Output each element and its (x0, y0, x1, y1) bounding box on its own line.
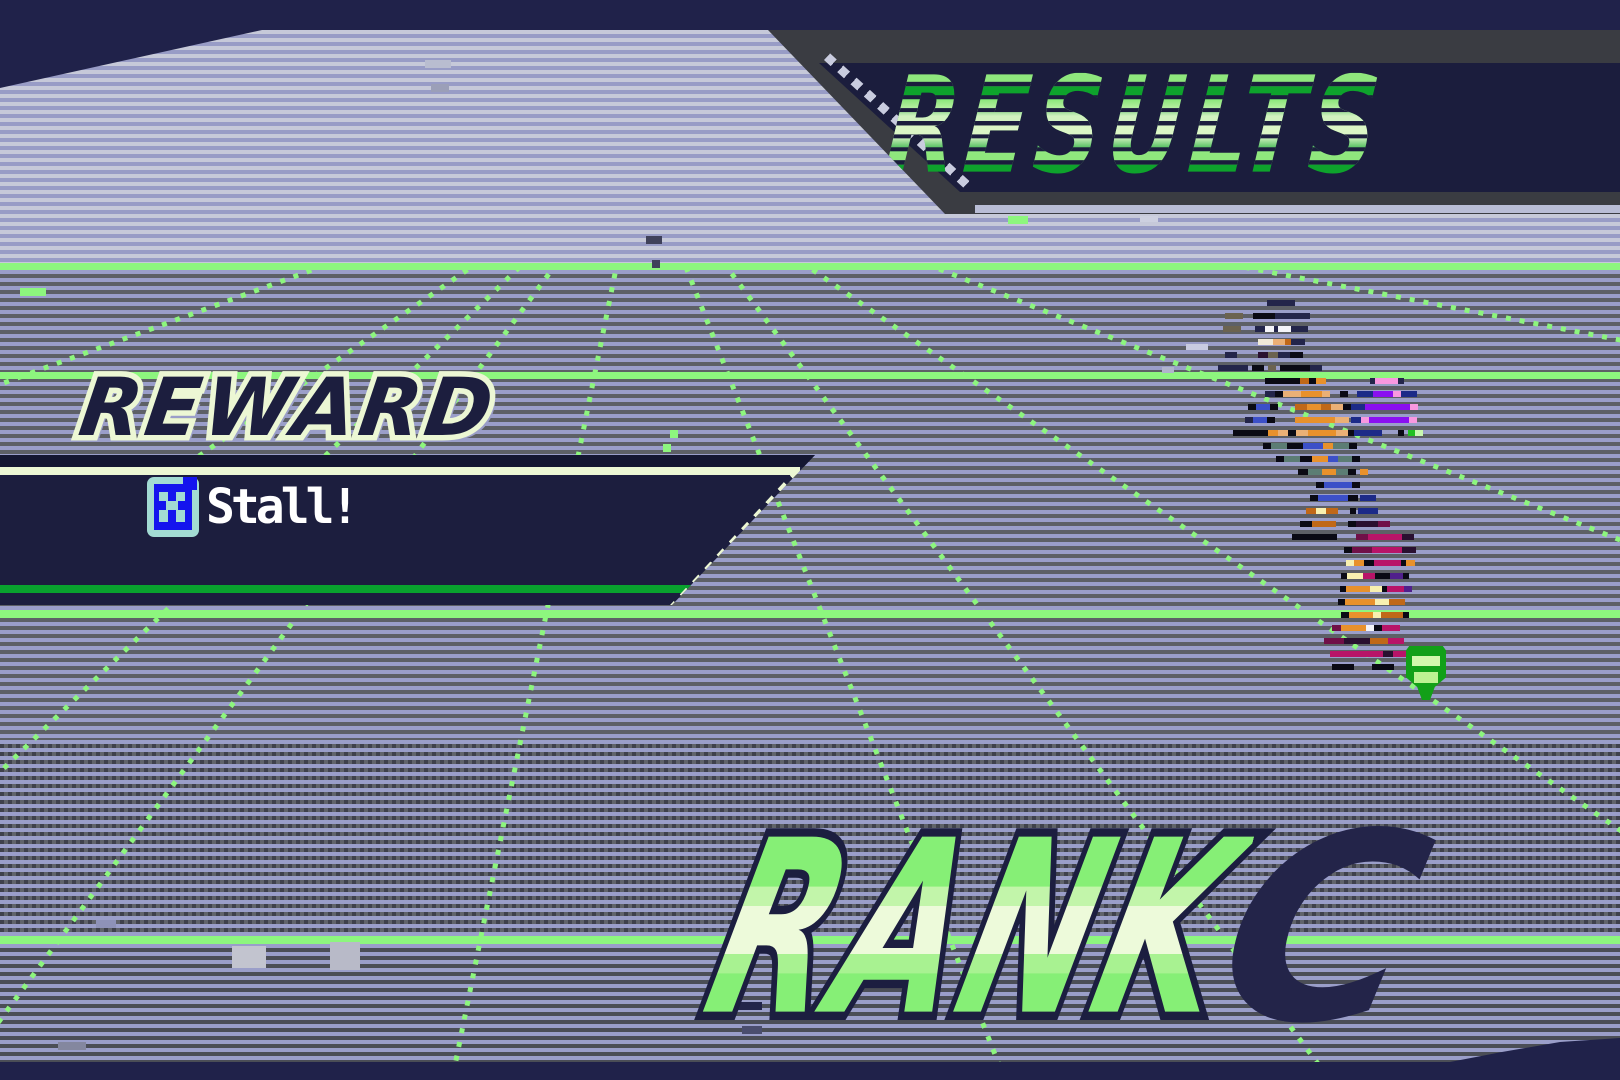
rank-label: RANK RANK (678, 783, 1272, 1076)
battle-chip-icon-pixel (176, 510, 185, 522)
battle-chip-icon-notch (183, 477, 197, 490)
shield-icon-stripe (1414, 672, 1438, 683)
reward-panel-bottom-line (0, 585, 815, 593)
reward-title-fill: REWARD (73, 361, 503, 454)
results-title: RESULTS (879, 48, 1393, 204)
reward-panel-top-edge (0, 455, 815, 467)
reward-item-name: Stall! (206, 479, 359, 535)
shield-icon (1406, 646, 1446, 700)
reward-panel (0, 455, 815, 605)
grid-horizontal-line (0, 936, 1620, 944)
battle-chip-icon-pixel (166, 501, 178, 510)
top-border-band (0, 0, 1620, 30)
results-banner-underline (975, 205, 1620, 213)
floor-scanlines-lower (0, 944, 1620, 1062)
rank-label-fill: RANK (685, 789, 1266, 1070)
battle-chip-icon-pixel (159, 492, 168, 501)
reward-panel-top-line (0, 467, 800, 475)
floor-scanlines-checker (0, 740, 1620, 936)
battle-chip-icon-pixel (159, 510, 168, 522)
grid-horizontal-line (0, 263, 1620, 270)
battle-chip-icon (147, 477, 199, 537)
battle-chip-icon-pixel (176, 492, 185, 501)
shield-icon-stripe (1412, 656, 1440, 666)
grid-horizontal-line (0, 610, 1620, 618)
